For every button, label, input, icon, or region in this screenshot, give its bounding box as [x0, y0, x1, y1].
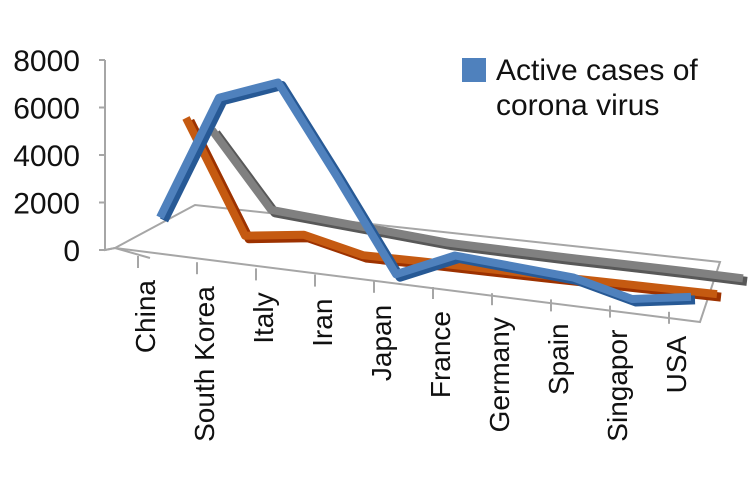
y-tick-label: 6000 — [13, 93, 80, 126]
series-0-line — [156, 78, 692, 303]
legend-swatch — [462, 58, 486, 82]
x-category-label: Singapor — [602, 330, 633, 442]
x-category-label: France — [425, 311, 456, 398]
legend-label-line2: corona virus — [496, 89, 659, 122]
y-tick-label: 8000 — [13, 45, 80, 78]
series-2-line — [208, 127, 744, 283]
chart-legend: Active cases of corona virus — [462, 54, 698, 122]
x-category-label: USA — [661, 335, 692, 393]
x-category-label: Japan — [366, 305, 397, 381]
y-tick-label: 4000 — [13, 140, 80, 173]
floor-edge — [104, 247, 116, 251]
x-category-label: South Korea — [189, 286, 220, 442]
x-axis-categories: China South Korea Italy Iran Japan France Germ… — [130, 256, 692, 442]
chart-series — [156, 78, 748, 307]
y-tick-label: 2000 — [13, 188, 80, 221]
x-category-label: Italy — [248, 292, 279, 343]
legend-label-line1: Active cases of — [496, 54, 698, 87]
x-category-label: Iran — [307, 299, 338, 347]
y-axis-ticks: 0 2000 4000 6000 8000 — [13, 45, 105, 268]
y-axis-line — [104, 60, 151, 259]
x-category-label: China — [130, 280, 161, 354]
y-tick-label: 0 — [63, 235, 80, 268]
x-category-label: Germany — [484, 317, 515, 432]
x-category-label: Spain — [543, 323, 574, 395]
